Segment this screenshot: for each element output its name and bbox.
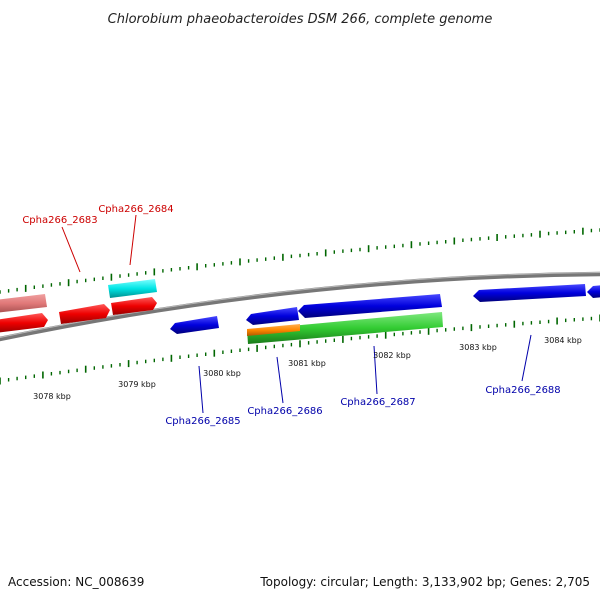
leader-2684: [129, 214, 137, 266]
outer-scale-ticks: [0, 227, 600, 294]
genome-summary-text: Topology: circular; Length: 3,133,902 bp…: [259, 575, 590, 589]
gene-blue-right: [587, 285, 600, 298]
scale-label-3083: 3083 kbp: [459, 343, 497, 352]
gene-label-2684[interactable]: Cpha266_2684: [98, 204, 173, 215]
scale-label-3079: 3079 kbp: [118, 380, 156, 389]
gene-red-2683: [59, 304, 110, 324]
scale-label-3082: 3082 kbp: [373, 351, 411, 360]
scale-label-3081: 3081 kbp: [288, 359, 326, 368]
gene-label-2685[interactable]: Cpha266_2685: [165, 416, 240, 427]
gene-red-left: [0, 313, 48, 333]
gene-blue-2688: [473, 284, 586, 302]
leader-2685: [198, 365, 204, 414]
gene-label-2686[interactable]: Cpha266_2686: [247, 406, 322, 417]
gene-orange-2686: [247, 324, 300, 336]
gene-label-leaders: [61, 214, 532, 414]
gene-blue-2685: [170, 316, 219, 334]
gene-red-2684: [111, 297, 157, 315]
map-title: Chlorobium phaeobacteroides DSM 266, com…: [108, 12, 493, 27]
scale-label-3080: 3080 kbp: [203, 369, 241, 378]
leader-2683: [61, 226, 81, 273]
gene-label-2688[interactable]: Cpha266_2688: [485, 385, 560, 396]
leader-2686: [276, 356, 284, 404]
leader-2688: [521, 334, 532, 382]
gene-labels: Cpha266_2683 Cpha266_2684 Cpha266_2685 C…: [22, 204, 560, 427]
genome-backbone-highlight: [0, 272, 600, 338]
leader-2687: [373, 345, 378, 395]
gene-cyan-2684: [108, 279, 157, 298]
gene-label-2687[interactable]: Cpha266_2687: [340, 397, 415, 408]
genome-backbone: [0, 271, 600, 342]
gene-blue-2687: [298, 294, 442, 318]
gene-green-2687: [247, 312, 443, 344]
gene-label-2683[interactable]: Cpha266_2683: [22, 215, 97, 226]
accession-text: Accession: NC_008639: [8, 575, 144, 589]
reverse-strand-genes: [170, 284, 600, 344]
scale-labels: 3078 kbp 3079 kbp 3080 kbp 3081 kbp 3082…: [33, 336, 582, 401]
gene-blue-2686: [246, 307, 299, 325]
scale-label-3084: 3084 kbp: [544, 336, 582, 345]
forward-strand-genes: [0, 279, 157, 333]
scale-label-3078: 3078 kbp: [33, 392, 71, 401]
gene-pink-left: [0, 294, 47, 313]
inner-scale-ticks: [0, 314, 600, 385]
